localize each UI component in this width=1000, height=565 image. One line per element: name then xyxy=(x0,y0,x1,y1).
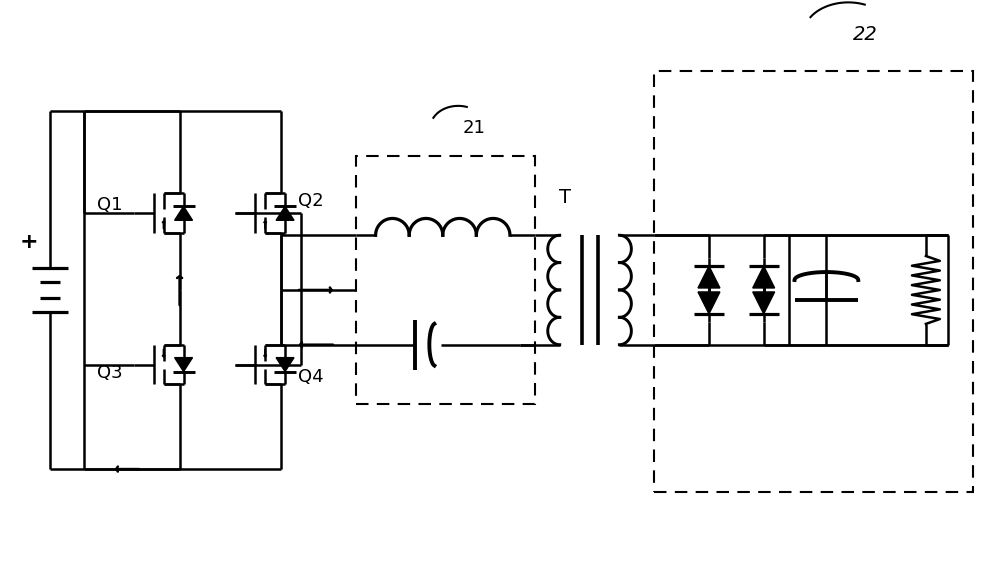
Text: Q2: Q2 xyxy=(298,193,324,210)
Text: 22: 22 xyxy=(853,25,878,44)
Text: Q3: Q3 xyxy=(97,363,123,381)
Text: T: T xyxy=(559,188,571,207)
Polygon shape xyxy=(753,292,775,314)
Bar xyxy=(654,71,973,492)
Bar xyxy=(356,155,535,405)
Text: 21: 21 xyxy=(462,119,485,137)
Polygon shape xyxy=(698,266,720,288)
Text: +: + xyxy=(20,232,39,252)
Polygon shape xyxy=(276,358,294,372)
Polygon shape xyxy=(276,206,294,220)
Text: Q4: Q4 xyxy=(298,368,324,385)
Polygon shape xyxy=(698,292,720,314)
Polygon shape xyxy=(753,266,775,288)
Polygon shape xyxy=(175,358,193,372)
Text: Q1: Q1 xyxy=(97,197,123,214)
Polygon shape xyxy=(175,206,193,220)
